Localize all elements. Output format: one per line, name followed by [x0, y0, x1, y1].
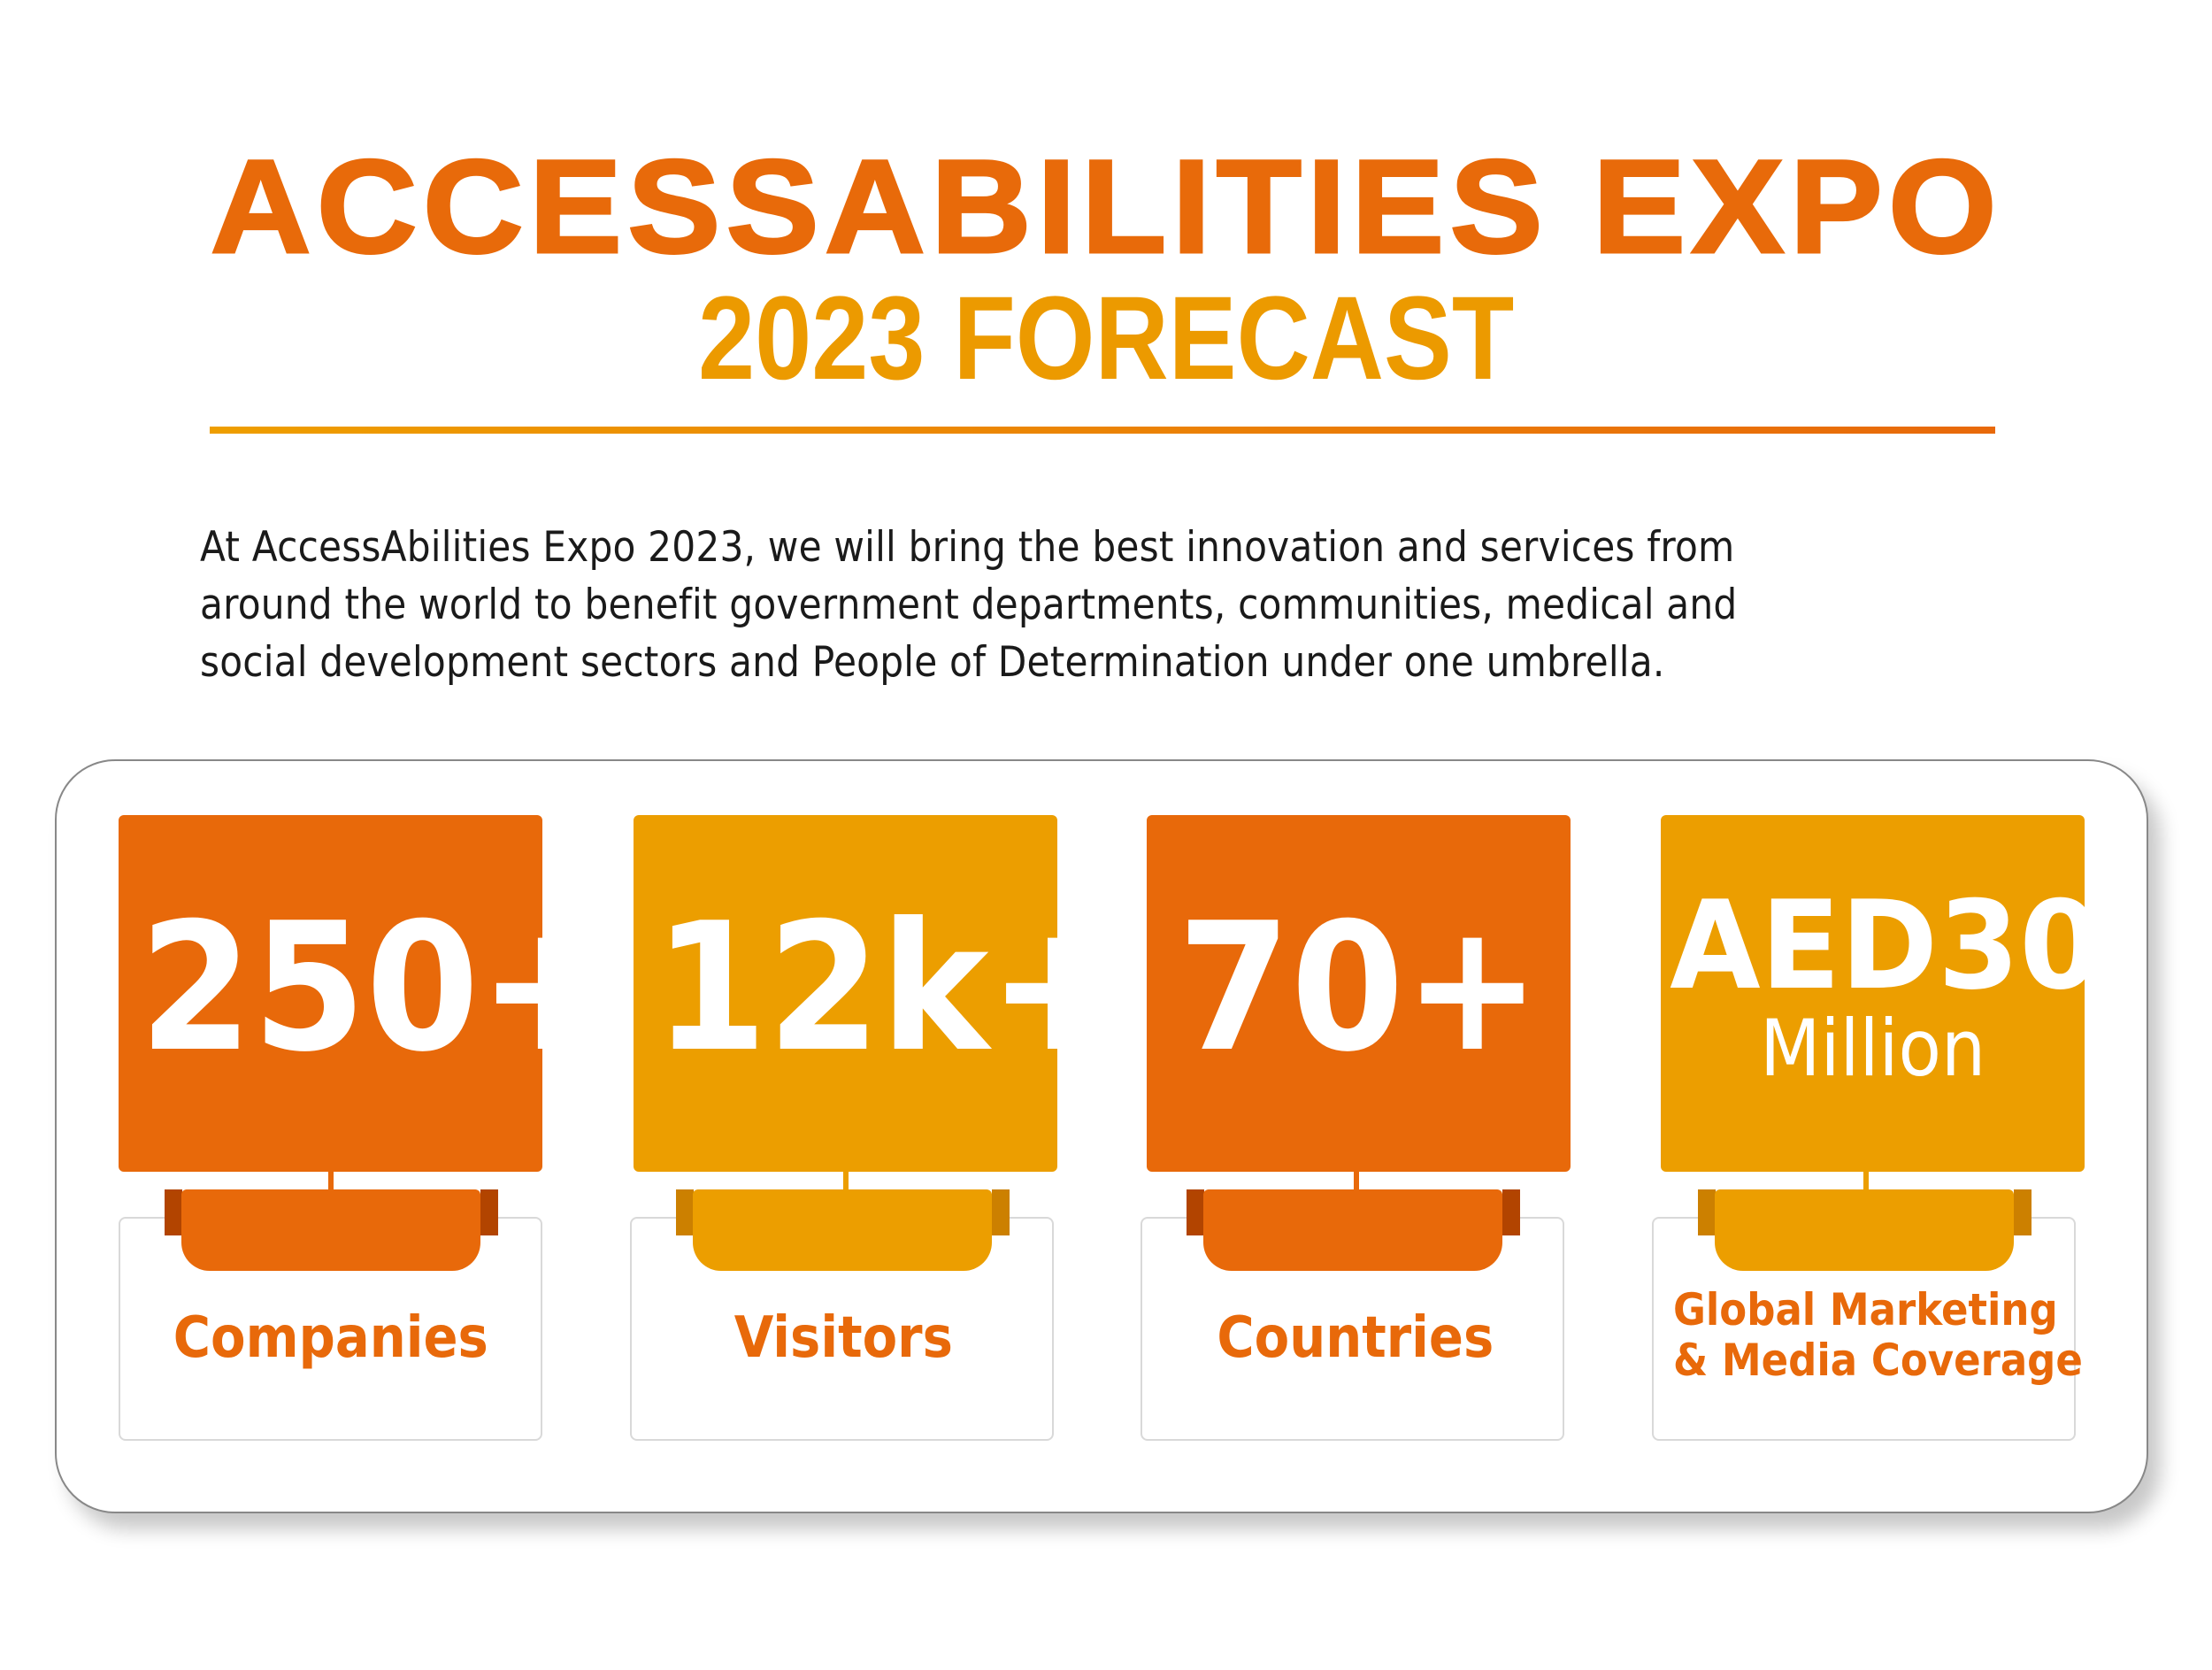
intro-line: around the world to benefit government d… [200, 581, 1738, 629]
stat-label: Companies [173, 1305, 488, 1371]
stat-connector [328, 1172, 334, 1191]
page-title: ACCESSABILITIES EXPO [0, 131, 2212, 282]
ribbon-tab-right [480, 1189, 498, 1235]
intro-line: social development sectors and People of… [200, 638, 1665, 687]
stat-ribbon [1715, 1189, 2014, 1271]
stat-value-box: 250+ [119, 815, 616, 1172]
stat-connector [843, 1172, 849, 1191]
ribbon-tab-right [2014, 1189, 2032, 1235]
ribbon-tab-right [1502, 1189, 1520, 1235]
page-title-text: ACCESSABILITIES EXPO [209, 131, 2002, 282]
stat-value: 12k+ [654, 885, 1125, 1091]
stat-unit: Million [1759, 1003, 1986, 1094]
stat-value: AED30 [1670, 874, 2101, 1017]
ribbon-tab-left [1187, 1189, 1204, 1235]
header-divider [210, 427, 1995, 434]
ribbon-tab-right [992, 1189, 1010, 1235]
page-subtitle: 2023 FORECAST [0, 273, 2212, 405]
stat-value-box: AED30 Million [1661, 815, 2101, 1172]
intro-paragraph: At AccessAbilities Expo 2023, we will br… [200, 519, 2058, 691]
stat-label: Global Marketing & Media Coverage [1652, 1284, 2083, 1386]
stat-value-box: 70+ [1147, 815, 1571, 1172]
intro-line: At AccessAbilities Expo 2023, we will br… [200, 523, 1735, 572]
ribbon-tab-left [165, 1189, 182, 1235]
stat-value-box: 12k+ [634, 815, 1125, 1172]
stat-label-line: & Media Coverage [1672, 1335, 2083, 1386]
stat-ribbon [1203, 1189, 1502, 1271]
ribbon-tab-left [1698, 1189, 1716, 1235]
ribbon-tab-left [676, 1189, 694, 1235]
stat-connector [1863, 1172, 1869, 1191]
stat-label: Visitors [733, 1305, 954, 1371]
stat-value: 70+ [1177, 885, 1540, 1091]
page-subtitle-text: 2023 FORECAST [697, 273, 1515, 404]
stat-connector [1354, 1172, 1359, 1191]
stat-value: 250+ [139, 885, 616, 1091]
stat-ribbon [693, 1189, 992, 1271]
stat-label-line: Global Marketing [1672, 1284, 2058, 1335]
stat-ribbon [181, 1189, 480, 1271]
stat-label: Countries [1217, 1305, 1494, 1371]
